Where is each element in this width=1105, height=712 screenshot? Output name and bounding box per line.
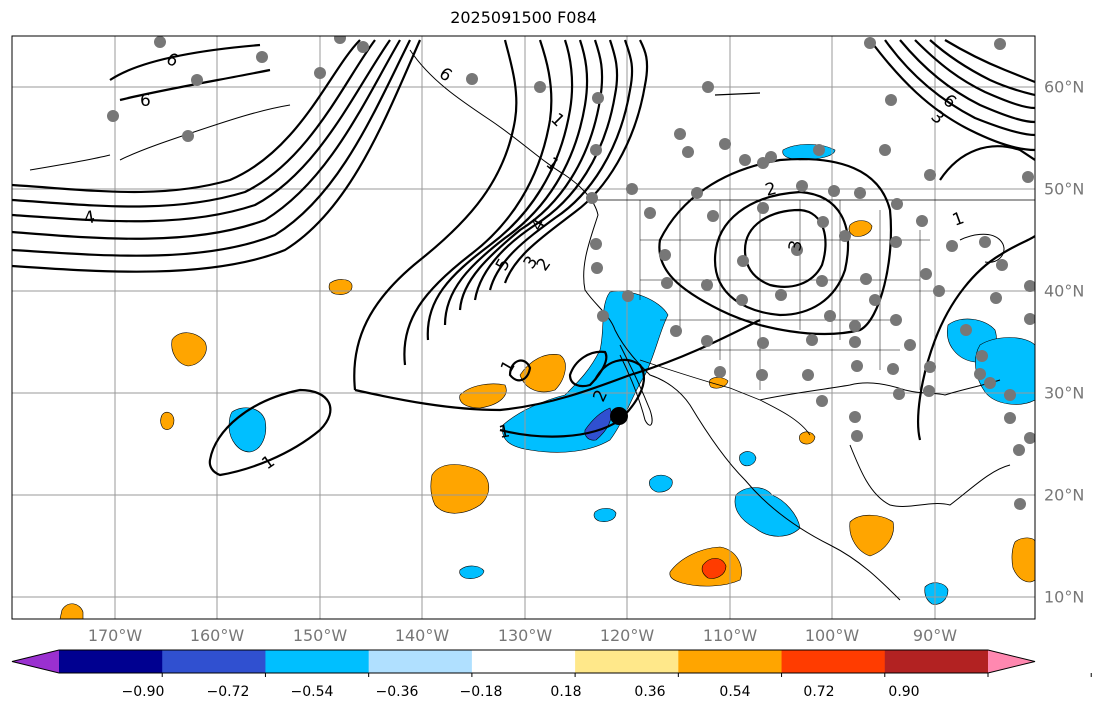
colorbar-tick-label: −0.36 <box>375 684 419 700</box>
colorbar-segment <box>781 650 886 673</box>
shaded-field <box>59 144 1035 619</box>
lon-label: 130°W <box>497 626 553 645</box>
colorbar-segment <box>265 650 370 673</box>
lon-label: 160°W <box>189 626 245 645</box>
map-frame <box>11 35 1036 620</box>
colorbar-tick-label: 0.72 <box>803 684 835 700</box>
colorbar-segment <box>59 650 163 673</box>
lon-label: 120°W <box>599 626 655 645</box>
coastlines <box>29 49 1035 601</box>
colorbar-segment <box>368 650 473 673</box>
svg-text:6: 6 <box>140 91 151 111</box>
graticule <box>12 36 1035 619</box>
colorbar-extend-high <box>988 650 1035 673</box>
lat-label: 50°N <box>1044 179 1085 199</box>
colorbar-tick-label: −0.18 <box>459 684 503 700</box>
colorbar-tick-label: −0.90 <box>121 684 165 700</box>
colorbar-segment <box>884 650 989 673</box>
lon-label: 140°W <box>394 626 450 645</box>
colorbar <box>11 649 1092 677</box>
colorbar-segment <box>471 650 576 673</box>
station-markers <box>107 36 1035 510</box>
lon-label: 90°W <box>912 626 958 645</box>
lon-label: 150°W <box>292 626 348 645</box>
storm-location-marker <box>610 407 628 425</box>
svg-text:4: 4 <box>82 207 96 229</box>
colorbar-segment <box>162 650 266 673</box>
colorbar-segment <box>678 650 783 673</box>
lat-label: 60°N <box>1044 77 1085 97</box>
contour-lines <box>12 39 1035 477</box>
lat-label: 40°N <box>1044 281 1085 301</box>
svg-text:1: 1 <box>497 421 511 443</box>
colorbar-tick-label: 0.90 <box>888 684 920 700</box>
lon-label: 110°W <box>702 626 758 645</box>
colorbar-extend-low <box>12 650 59 673</box>
svg-text:2: 2 <box>763 179 779 201</box>
colorbar-tick-label: 0.54 <box>719 684 751 700</box>
colorbar-tick-label: −0.54 <box>290 684 334 700</box>
svg-text:3: 3 <box>785 239 807 253</box>
colorbar-segment <box>575 650 679 673</box>
map-title: 2025091500 F084 <box>450 8 597 27</box>
colorbar-tick-label: 0.18 <box>550 684 582 700</box>
colorbar-tick-label: −0.72 <box>206 684 250 700</box>
lon-label: 170°W <box>87 626 143 645</box>
lat-label: 20°N <box>1044 485 1085 505</box>
colorbar-tick-label: 0.36 <box>634 684 666 700</box>
colorbar-outline <box>11 649 1036 674</box>
lat-label: 10°N <box>1044 587 1085 607</box>
lon-label: 100°W <box>804 626 860 645</box>
lat-label: 30°N <box>1044 383 1085 403</box>
